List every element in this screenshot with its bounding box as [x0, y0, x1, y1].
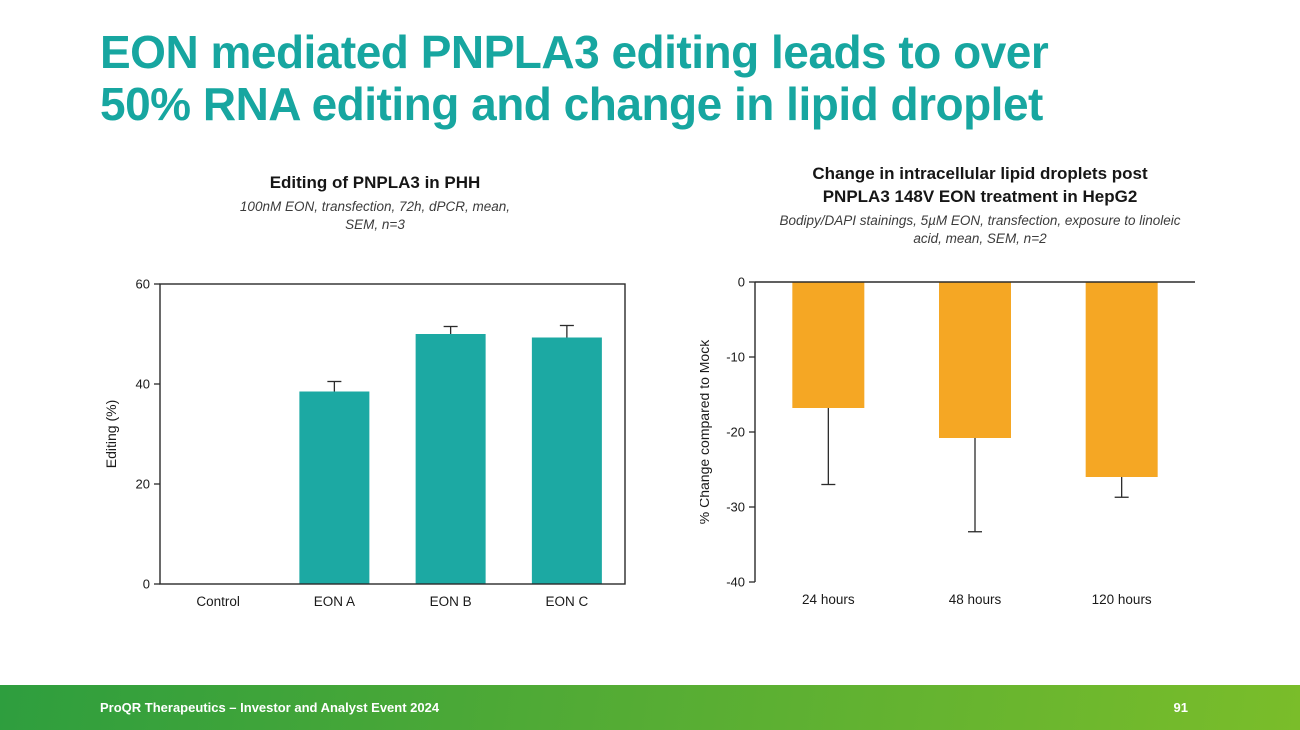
chart-title-lipid: Change in intracellular lipid droplets p…: [812, 164, 1148, 206]
svg-text:0: 0: [738, 275, 745, 290]
chart-block-lipid: Change in intracellular lipid droplets p…: [700, 163, 1260, 653]
page-title-line1: EON mediated PNPLA3 editing leads to ove…: [100, 26, 1049, 78]
chart-subtitle-lipid: Bodipy/DAPI stainings, 5µM EON, transfec…: [779, 212, 1181, 247]
svg-text:120 hours: 120 hours: [1092, 592, 1152, 607]
svg-text:60: 60: [136, 277, 150, 292]
chart-block-editing: Editing of PNPLA3 in PHH 100nM EON, tran…: [85, 172, 665, 652]
svg-text:Editing (%): Editing (%): [103, 400, 119, 468]
svg-text:-40: -40: [726, 575, 745, 590]
svg-text:40: 40: [136, 377, 150, 392]
svg-text:% Change compared to Mock: % Change compared to Mock: [700, 339, 712, 524]
svg-text:20: 20: [136, 477, 150, 492]
page-title: EON mediated PNPLA3 editing leads to ove…: [100, 26, 1230, 131]
svg-text:-10: -10: [726, 350, 745, 365]
page-title-line2: 50% RNA editing and change in lipid drop…: [100, 78, 1043, 131]
page-number: 91: [1173, 700, 1188, 715]
svg-text:Control: Control: [196, 594, 240, 609]
bar-chart-editing: 0 20 40 60 Control EON A EON B EON C Editing (%): [103, 277, 626, 609]
chart-heading-editing: Editing of PNPLA3 in PHH 100nM EON, tran…: [85, 172, 665, 234]
svg-text:EON B: EON B: [430, 594, 472, 609]
svg-text:EON C: EON C: [545, 594, 588, 609]
svg-text:0: 0: [143, 577, 150, 592]
bar-chart-lipid: 0 -10 -20 -30 -40 24 hours 48 hours 120 hours % …: [700, 275, 1195, 607]
chart-title-editing: Editing of PNPLA3 in PHH: [269, 173, 481, 192]
svg-text:24 hours: 24 hours: [802, 592, 855, 607]
footer-bar: ProQR Therapeutics – Investor and Analys…: [0, 685, 1300, 730]
svg-text:-30: -30: [726, 500, 745, 515]
svg-text:48 hours: 48 hours: [949, 592, 1002, 607]
svg-text:EON A: EON A: [314, 594, 355, 609]
chart-subtitle-editing: 100nM EON, transfection, 72h, dPCR, mean…: [239, 198, 511, 233]
footer-text: ProQR Therapeutics – Investor and Analys…: [100, 700, 440, 715]
chart-heading-lipid: Change in intracellular lipid droplets p…: [700, 163, 1260, 248]
svg-text:-20: -20: [726, 425, 745, 440]
